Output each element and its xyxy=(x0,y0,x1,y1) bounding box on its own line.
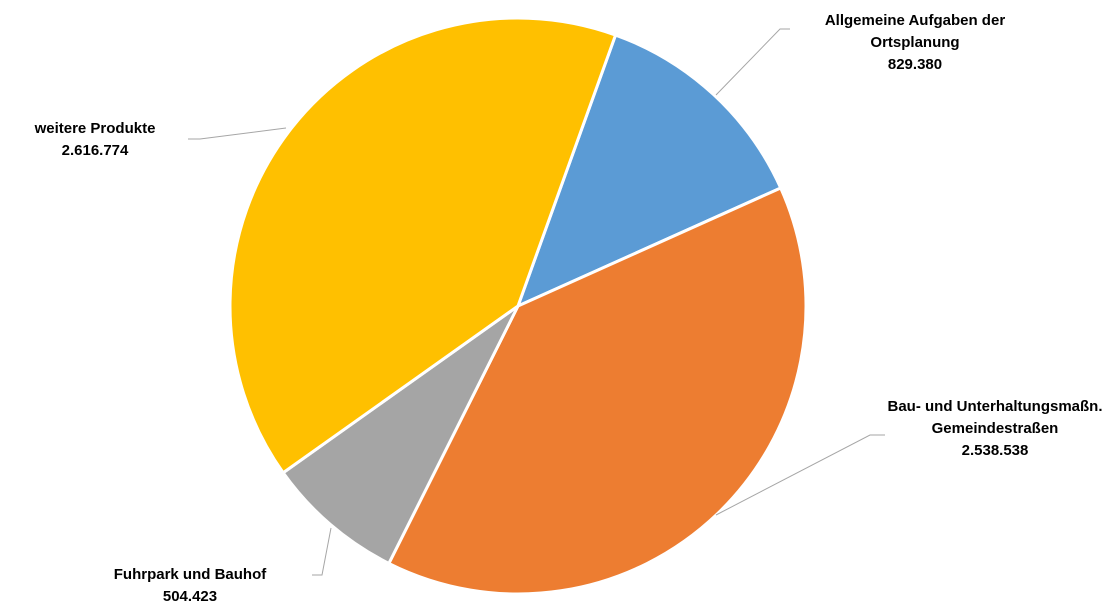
category-label: Fuhrpark und Bauhof xyxy=(113,566,267,583)
category-label: Bau- und Unterhaltungsmaßn. Gemeindestra… xyxy=(887,398,1103,437)
value-label: 2.538.538 xyxy=(961,442,1029,459)
data-label: Bau- und Unterhaltungsmaßn. Gemeindestra… xyxy=(880,396,1110,462)
data-label: Fuhrpark und Bauhof 504.423 xyxy=(60,564,320,608)
category-label: Allgemeine Aufgaben der Ortsplanung xyxy=(824,12,1006,51)
value-label: 504.423 xyxy=(162,588,218,605)
pie-slice xyxy=(228,16,618,475)
pie-slice xyxy=(516,33,783,308)
leader-line xyxy=(715,28,790,96)
category-label: weitere Produkte xyxy=(34,120,156,137)
leader-line xyxy=(188,127,287,140)
value-label: 2.616.774 xyxy=(61,142,129,159)
data-label: weitere Produkte 2.616.774 xyxy=(0,118,190,162)
leader-line xyxy=(715,434,885,516)
leader-line xyxy=(312,527,332,576)
value-label: 829.380 xyxy=(887,56,943,73)
pie-slice xyxy=(281,304,520,565)
data-label: Allgemeine Aufgaben der Ortsplanung 829.3… xyxy=(815,10,1015,76)
